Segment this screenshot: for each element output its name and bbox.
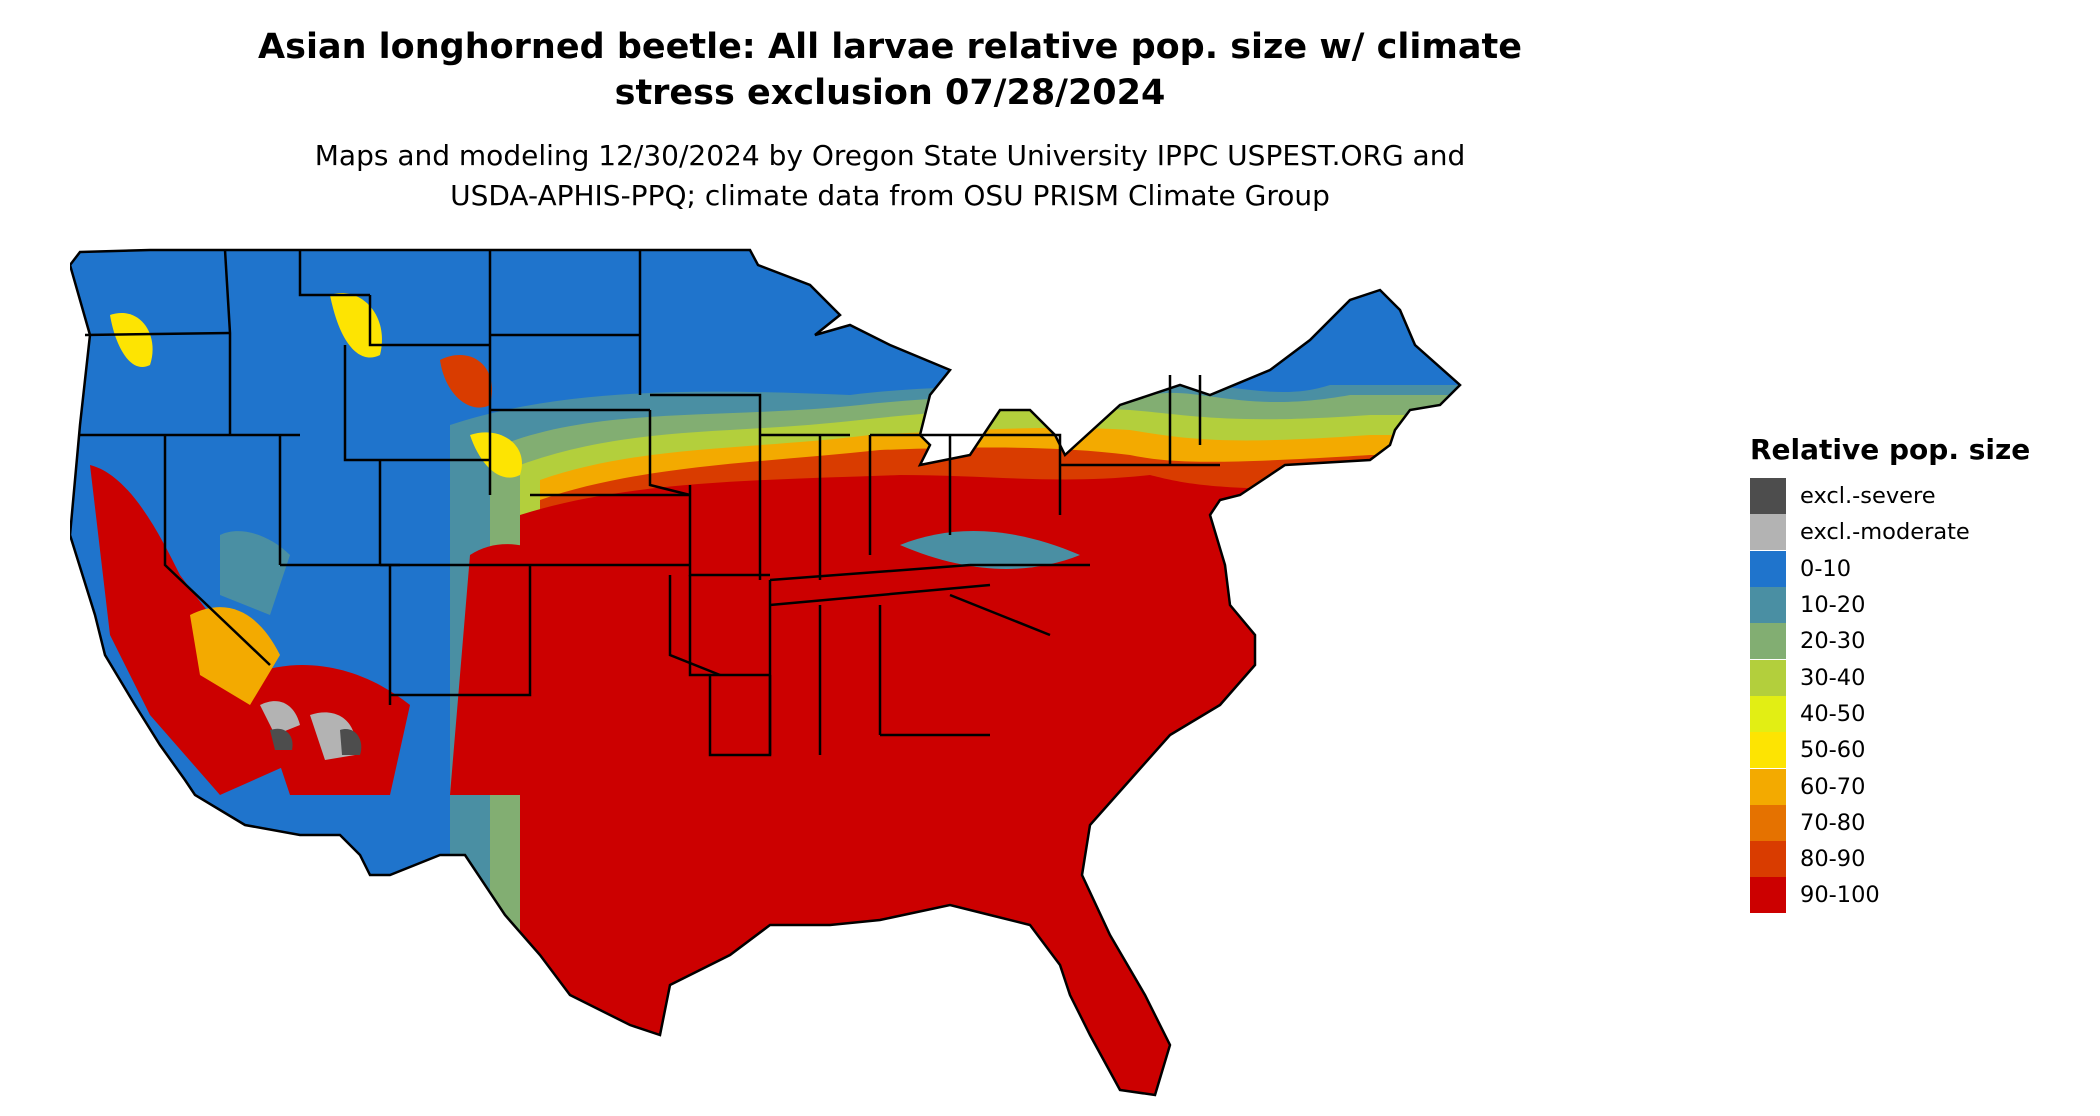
legend-label: 60-70 <box>1800 773 1866 800</box>
zone-excl-moderate-ca <box>260 701 300 735</box>
border-ga-sc <box>949 593 1051 637</box>
border-ca-nv <box>163 435 271 666</box>
legend-swatch <box>1750 659 1786 696</box>
legend-item-excl-moderate: excl.-moderate <box>1750 514 2070 551</box>
legend-label: 20-30 <box>1800 628 1866 655</box>
legend-item-0-10: 0-10 <box>1750 550 2070 587</box>
national-border <box>70 248 1462 1097</box>
legend-item-10-20: 10-20 <box>1750 587 2070 624</box>
legend-item-30-40: 30-40 <box>1750 659 2070 696</box>
legend-swatch <box>1750 514 1786 551</box>
legend-swatch <box>1750 478 1786 515</box>
map-title-line-1: Asian longhorned beetle: All larvae rela… <box>258 27 1522 67</box>
legend-swatch <box>1750 841 1786 878</box>
legend-swatch <box>1750 877 1786 914</box>
border-ok-tx <box>668 575 721 677</box>
us-map-svg <box>70 248 1462 1097</box>
legend-swatch <box>1750 732 1786 769</box>
legend-title: Relative pop. size <box>1750 433 2031 466</box>
legend-label: 0-10 <box>1800 555 1852 582</box>
border-mn-ia <box>650 393 762 425</box>
legend-swatch <box>1750 550 1786 587</box>
legend-label: 30-40 <box>1800 664 1866 691</box>
zone-excl-severe-ca <box>270 728 293 750</box>
legend-item-70-80: 70-80 <box>1750 804 2070 841</box>
legend-label: 10-20 <box>1800 592 1866 619</box>
zone-nevada-south <box>190 607 280 705</box>
legend-item-90-100: 90-100 <box>1750 877 2070 914</box>
map-title-line-2: stress exclusion 07/28/2024 <box>614 73 1166 113</box>
border-mt-wy <box>368 295 490 347</box>
border-pa-ny <box>970 433 1062 515</box>
border-tn-al-ga <box>769 583 991 607</box>
zone-excl-severe-az <box>340 729 362 755</box>
border-id-mt <box>298 250 370 297</box>
zone-washington-patch <box>110 313 153 367</box>
legend-item-40-50: 40-50 <box>1750 695 2070 732</box>
zone-colorado-patch <box>470 432 522 478</box>
border-tn-ky <box>769 563 971 582</box>
legend-swatch <box>1750 623 1786 660</box>
legend-item-excl-severe: excl.-severe <box>1750 478 2070 515</box>
legend-item-60-70: 60-70 <box>1750 768 2070 805</box>
map-title: Asian longhorned beetle: All larvae rela… <box>140 24 1640 116</box>
legend-label: 80-90 <box>1800 846 1866 873</box>
state-borders <box>70 248 1462 1097</box>
legend-item-20-30: 20-30 <box>1750 623 2070 660</box>
legend-swatch <box>1750 587 1786 624</box>
border-wa-id <box>223 249 232 435</box>
title-block: Asian longhorned beetle: All larvae rela… <box>140 24 1640 216</box>
border-wy-co <box>343 345 490 462</box>
legend-label: 70-80 <box>1800 809 1866 836</box>
legend-swatch <box>1750 804 1786 841</box>
us-map <box>70 235 1710 1115</box>
legend-swatch <box>1750 695 1786 732</box>
legend: Relative pop. size excl.-severe excl.-mo… <box>1750 432 2070 914</box>
zone-wyoming-patch <box>440 355 492 408</box>
border-nm-tx <box>390 565 532 697</box>
legend-item-50-60: 50-60 <box>1750 732 2070 769</box>
legend-swatch <box>1750 768 1786 805</box>
map-subtitle: Maps and modeling 12/30/2024 by Oregon S… <box>140 136 1640 216</box>
legend-label: 90-100 <box>1800 882 1880 909</box>
zone-texas-west <box>450 544 560 795</box>
border-wa-or <box>84 331 231 337</box>
legend-label: excl.-moderate <box>1800 519 1970 546</box>
border-ar <box>688 575 770 677</box>
zone-appalachian <box>900 531 1080 569</box>
legend-label: 40-50 <box>1800 700 1866 727</box>
zone-nevada-patch <box>220 531 290 615</box>
map-subtitle-line-2: USDA-APHIS-PPQ; climate data from OSU PR… <box>450 179 1330 212</box>
legend-label: excl.-severe <box>1800 483 1936 510</box>
legend-label: 50-60 <box>1800 737 1866 764</box>
legend-item-80-90: 80-90 <box>1750 841 2070 878</box>
map-subtitle-line-1: Maps and modeling 12/30/2024 by Oregon S… <box>314 139 1466 172</box>
border-ia-ne <box>648 410 691 497</box>
